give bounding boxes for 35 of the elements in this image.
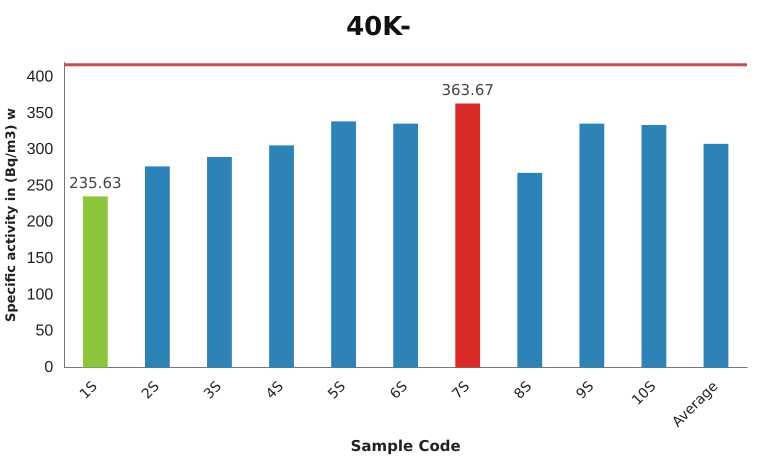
y-tick-label: 350 [26, 104, 54, 122]
y-tick-label: 0 [44, 358, 54, 376]
bar [269, 145, 294, 368]
x-tick-label: 9S [573, 378, 598, 402]
x-tick-label: 4S [263, 378, 287, 402]
bar [82, 196, 108, 368]
bar [517, 172, 542, 368]
x-tick-label: 6S [387, 378, 412, 402]
bar [393, 124, 418, 368]
data-label: 363.67 [441, 80, 494, 99]
y-tick-label: 250 [26, 177, 54, 194]
y-tick-label: 150 [26, 250, 54, 267]
y-tick-label: 300 [26, 141, 54, 158]
y-axis-title: Specific activity in (Bq/m3) w [4, 108, 20, 322]
x-tick-label: 2S [138, 378, 163, 402]
x-tick-label: 7S [449, 378, 474, 402]
bar [207, 156, 232, 368]
y-tick-label: 200 [26, 214, 54, 231]
bar [704, 144, 728, 368]
y-tick-label: 100 [26, 286, 54, 304]
x-tick-label: 5S [325, 378, 350, 402]
data-label: 235.63 [69, 174, 122, 192]
bar [144, 166, 170, 368]
y-tick-label: 400 [26, 68, 54, 86]
bar [331, 121, 356, 368]
x-tick-label: 3S [200, 378, 225, 402]
bar [579, 124, 604, 368]
x-tick-label: 8S [511, 378, 536, 402]
bar [641, 125, 666, 368]
x-tick-label: 1S [76, 378, 101, 402]
x-axis-title: Sample Code [350, 436, 461, 455]
chart-title: 40K- [345, 12, 412, 42]
bar [455, 103, 480, 368]
x-tick-label: 10S [629, 378, 660, 409]
y-tick-label: 50 [36, 322, 54, 340]
